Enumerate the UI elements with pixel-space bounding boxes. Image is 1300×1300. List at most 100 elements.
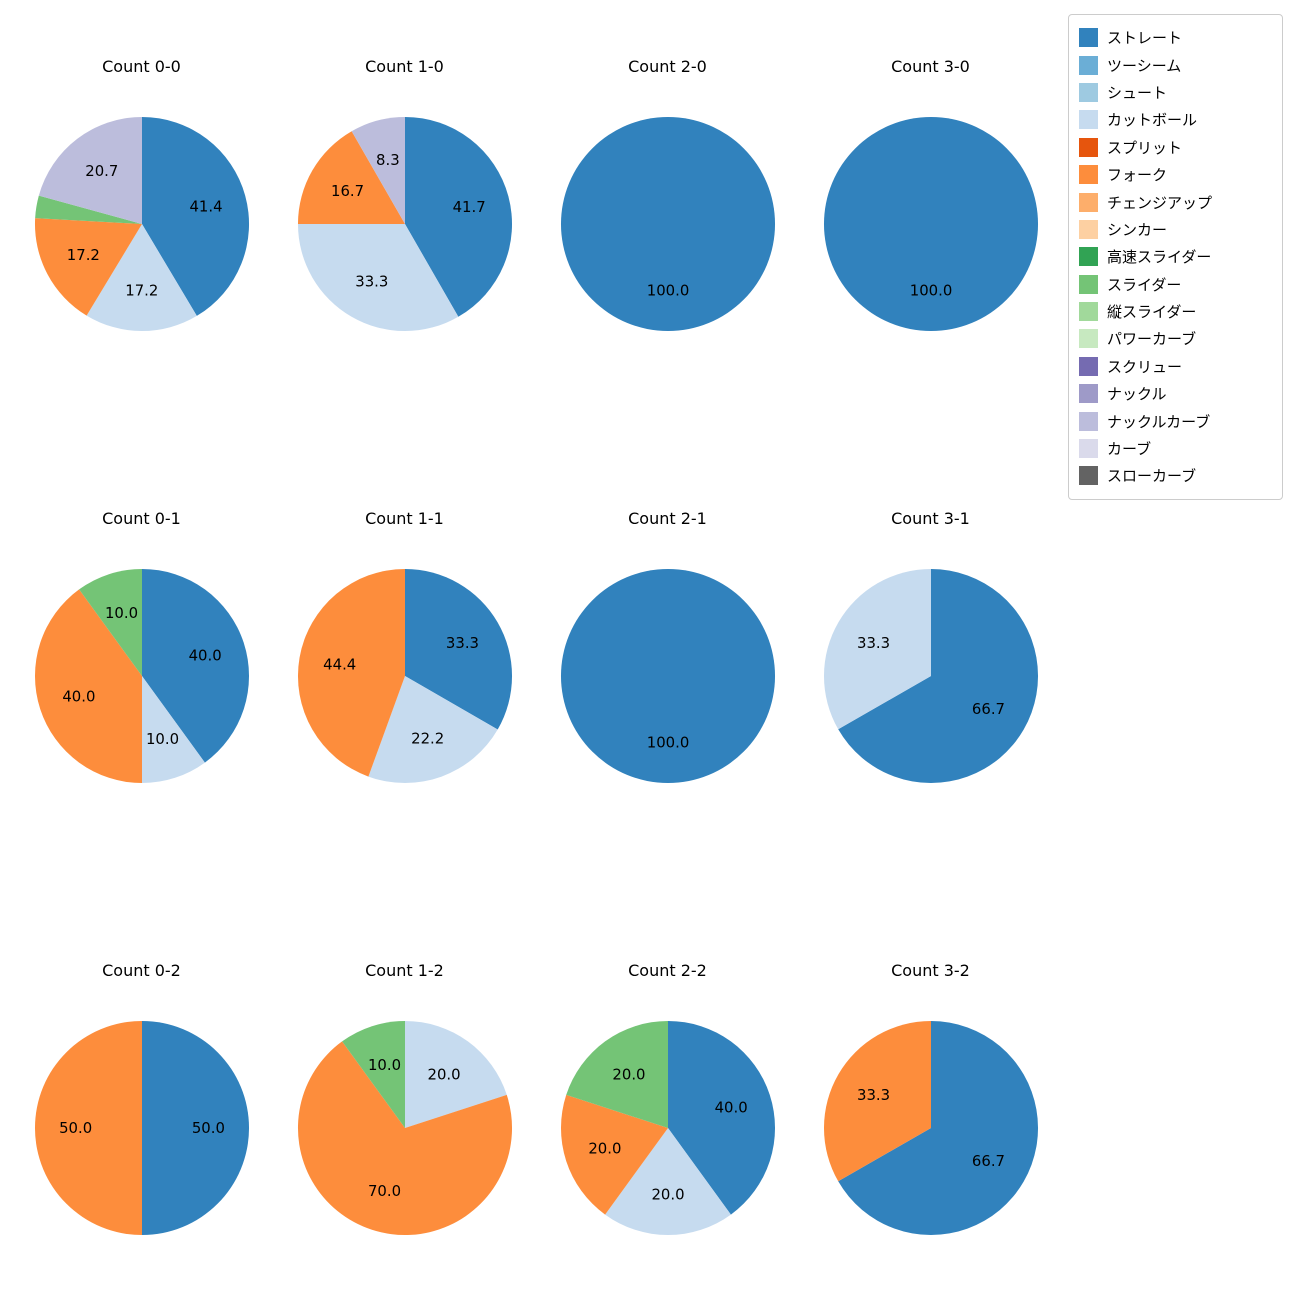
pie-slice	[565, 1020, 668, 1128]
pie-slice	[351, 116, 405, 224]
pie-chart: Count 3-1 66.7 33.3	[799, 507, 1062, 788]
legend-label: ツーシーム	[1107, 56, 1182, 75]
pie-slice	[404, 568, 512, 730]
slice-label: 20.0	[651, 1185, 684, 1203]
pie-slice	[560, 568, 775, 784]
legend-item: スローカーブ	[1079, 462, 1272, 489]
legend-label: 高速スライダー	[1107, 248, 1212, 267]
pie-slice	[604, 1128, 731, 1236]
legend-item: ストレート	[1079, 24, 1272, 51]
pie-chart: Count 3-2 66.7 33.3	[799, 959, 1062, 1240]
slice-label: 22.2	[411, 729, 444, 747]
pie-chart: Count 0-1 40.0 10.0 40.0 10.0	[10, 507, 273, 788]
pie-slice	[297, 1041, 512, 1236]
legend-item: 高速スライダー	[1079, 243, 1272, 270]
legend-label: チェンジアップ	[1107, 193, 1213, 212]
legend-item: スプリット	[1079, 134, 1272, 161]
chart-title: Count 1-1	[365, 509, 444, 528]
slice-label: 40.0	[714, 1098, 747, 1116]
legend-swatch-icon	[1079, 110, 1098, 130]
legend-label: パワーカーブ	[1107, 330, 1197, 349]
pie-chart: Count 2-2 40.0 20.0 20.0 20.0	[536, 959, 799, 1240]
legend-label: 縦スライダー	[1107, 303, 1197, 322]
pie-svg: 41.4 17.2 17.2 20.7	[34, 116, 249, 332]
chart-title: Count 0-0	[102, 57, 181, 76]
slice-label: 33.3	[355, 272, 388, 290]
slice-label: 100.0	[646, 733, 689, 751]
legend-swatch-icon	[1079, 439, 1098, 459]
legend-label: シュート	[1107, 83, 1168, 102]
chart-title: Count 2-2	[628, 961, 707, 980]
slice-label: 10.0	[367, 1056, 400, 1074]
legend-swatch-icon	[1079, 411, 1098, 431]
pie-svg: 40.0 20.0 20.0 20.0	[560, 1020, 775, 1236]
pie-slice	[560, 116, 775, 332]
slice-label: 40.0	[188, 646, 221, 664]
pie-slice	[837, 1020, 1038, 1236]
legend-label: カーブ	[1107, 440, 1152, 459]
slice-label: 44.4	[323, 656, 356, 674]
slice-label: 10.0	[104, 604, 137, 622]
legend-swatch-icon	[1079, 28, 1098, 48]
legend-swatch-icon	[1079, 302, 1098, 322]
legend-label: フォーク	[1107, 166, 1168, 185]
pie-chart: Count 1-2 20.0 70.0 10.0	[273, 959, 536, 1240]
slice-label: 10.0	[145, 730, 178, 748]
pie-chart: Count 2-0 100.0	[536, 55, 799, 336]
pie-slice	[34, 589, 142, 784]
pie-slice	[141, 116, 249, 316]
slice-label: 8.3	[376, 151, 400, 169]
pie-slice	[297, 224, 458, 332]
legend-swatch-icon	[1079, 384, 1098, 404]
legend-item: シュート	[1079, 79, 1272, 106]
pie-svg: 100.0	[560, 116, 775, 332]
pie-slice	[404, 1020, 507, 1128]
legend: ストレート ツーシーム シュート カットボール スプリット フォーク チェンジア…	[1068, 14, 1283, 500]
legend-item: チェンジアップ	[1079, 188, 1272, 215]
chart-title: Count 2-0	[628, 57, 707, 76]
slice-label: 41.4	[189, 197, 222, 215]
pie-slice	[823, 1020, 931, 1182]
slice-label: 16.7	[330, 182, 363, 200]
legend-label: ナックル	[1107, 385, 1167, 404]
legend-item: パワーカーブ	[1079, 325, 1272, 352]
legend-item: フォーク	[1079, 161, 1272, 188]
pie-slice	[823, 568, 931, 730]
legend-label: スライダー	[1107, 275, 1182, 294]
legend-swatch-icon	[1079, 192, 1098, 212]
chart-title: Count 2-1	[628, 509, 707, 528]
pie-slice	[297, 131, 405, 224]
pie-slice	[86, 224, 197, 332]
pie-slice	[341, 1020, 405, 1128]
pie-slice	[367, 676, 498, 784]
pie-slice	[141, 676, 205, 784]
slice-label: 70.0	[367, 1182, 400, 1200]
slice-label: 50.0	[59, 1119, 92, 1137]
legend-swatch-icon	[1079, 137, 1098, 157]
legend-item: スクリュー	[1079, 353, 1272, 380]
pie-svg: 40.0 10.0 40.0 10.0	[34, 568, 249, 784]
pie-slice	[34, 1020, 142, 1236]
legend-swatch-icon	[1079, 219, 1098, 239]
pie-slice	[38, 116, 142, 224]
pie-slice	[560, 1094, 668, 1215]
chart-title: Count 0-2	[102, 961, 181, 980]
legend-item: ナックルカーブ	[1079, 407, 1272, 434]
legend-item: シンカー	[1079, 216, 1272, 243]
chart-grid: Count 0-0 41.4 17.2 17.2 20.7 Count 1-0 41.…	[10, 55, 1062, 1240]
pie-svg: 100.0	[823, 116, 1038, 332]
chart-title: Count 0-1	[102, 509, 181, 528]
legend-item: 縦スライダー	[1079, 298, 1272, 325]
slice-label: 40.0	[62, 688, 95, 706]
chart-title: Count 3-1	[891, 509, 970, 528]
pie-svg: 33.3 22.2 44.4	[297, 568, 512, 784]
pie-svg: 20.0 70.0 10.0	[297, 1020, 512, 1236]
chart-title: Count 1-0	[365, 57, 444, 76]
pie-slice	[141, 1020, 249, 1236]
pie-slice	[78, 568, 142, 676]
legend-item: ツーシーム	[1079, 51, 1272, 78]
pie-svg: 66.7 33.3	[823, 1020, 1038, 1236]
legend-label: カットボール	[1107, 111, 1198, 130]
chart-title: Count 3-2	[891, 961, 970, 980]
